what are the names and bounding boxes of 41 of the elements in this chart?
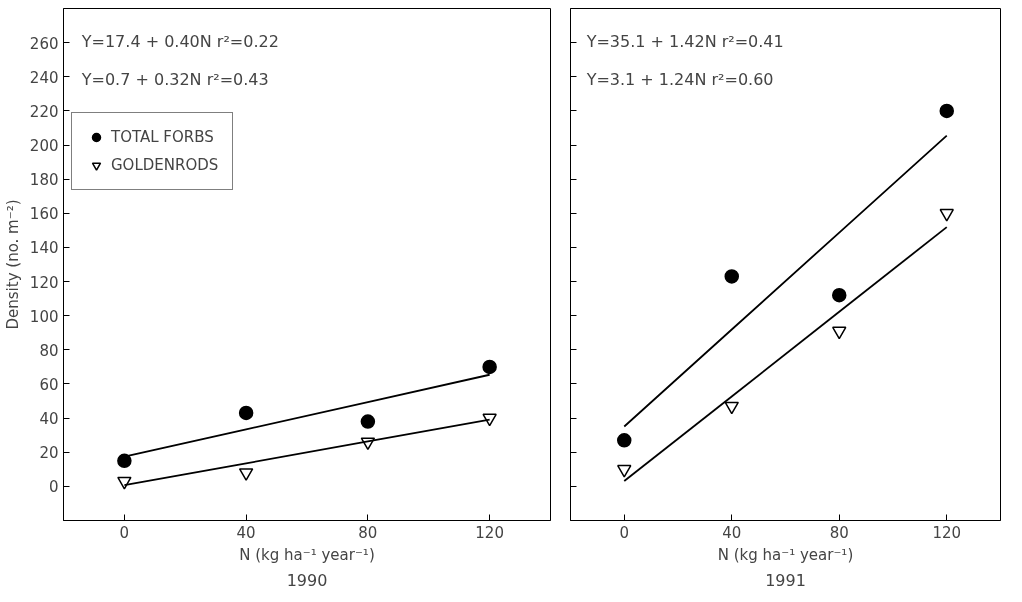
y-tick-label: 240 [29, 68, 59, 87]
annotation: Y=0.7 + 0.32N r²=0.43 [80, 69, 269, 89]
annotation: Y=17.4 + 0.40N r²=0.22 [80, 32, 279, 52]
x-tick-label: 120 [932, 523, 962, 542]
point [832, 326, 847, 340]
y-axis-title: Density (no. m⁻²) [3, 199, 22, 330]
y-tick-label: 140 [29, 239, 59, 258]
x-tick-label: 120 [475, 523, 504, 542]
point [617, 433, 632, 448]
y-tick-label: 260 [29, 34, 59, 53]
y-tick-label: 120 [29, 273, 59, 292]
y-tick-label: 200 [29, 137, 59, 156]
x-tick-label: 40 [722, 523, 742, 542]
y-tick-label: 0 [48, 478, 59, 497]
annotation: Y=35.1 + 1.42N r²=0.41 [585, 32, 784, 52]
point [617, 464, 632, 478]
y-tick-label: 180 [29, 171, 59, 190]
x-tick-label: 0 [619, 523, 630, 542]
point [724, 269, 739, 284]
x-axis-title: N (kg ha⁻¹ year⁻¹) [717, 545, 854, 564]
x-tick-label: 80 [829, 523, 849, 542]
x-tick-label: 0 [119, 523, 130, 542]
legend-label: TOTAL FORBS [111, 128, 214, 146]
y-tick-label: 20 [39, 444, 59, 463]
y-tick-label: 220 [29, 102, 59, 121]
annotation: Y=3.1 + 1.24N r²=0.60 [585, 69, 774, 89]
x-tick-label: 40 [236, 523, 256, 542]
text: 1991 [765, 570, 806, 590]
point [939, 103, 954, 119]
point [724, 401, 739, 415]
y-tick-label: 60 [39, 375, 59, 394]
legend-label: GOLDENRODS [111, 156, 219, 174]
y-tick-label: 100 [29, 307, 59, 326]
text: 1990 [286, 570, 328, 590]
point [939, 208, 954, 222]
point [832, 287, 847, 303]
y-tick-label: 160 [29, 205, 59, 224]
y-tick-label: 40 [39, 410, 59, 429]
y-tick-label: 80 [39, 341, 59, 360]
x-tick-label: 80 [358, 523, 378, 542]
x-axis-title: N (kg ha⁻¹ year⁻¹) [239, 545, 375, 564]
